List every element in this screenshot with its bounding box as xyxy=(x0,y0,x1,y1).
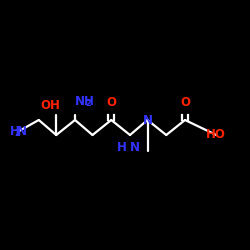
Text: 2: 2 xyxy=(85,99,91,108)
Text: N: N xyxy=(143,114,153,126)
Text: 2: 2 xyxy=(14,128,20,138)
Text: O: O xyxy=(180,96,190,109)
Text: NH: NH xyxy=(75,95,95,108)
Text: N: N xyxy=(17,125,27,138)
Text: O: O xyxy=(107,96,117,110)
Text: H: H xyxy=(116,141,126,154)
Text: OH: OH xyxy=(40,99,60,112)
Text: HO: HO xyxy=(206,128,226,141)
Text: N: N xyxy=(130,141,140,154)
Text: H: H xyxy=(10,125,20,138)
